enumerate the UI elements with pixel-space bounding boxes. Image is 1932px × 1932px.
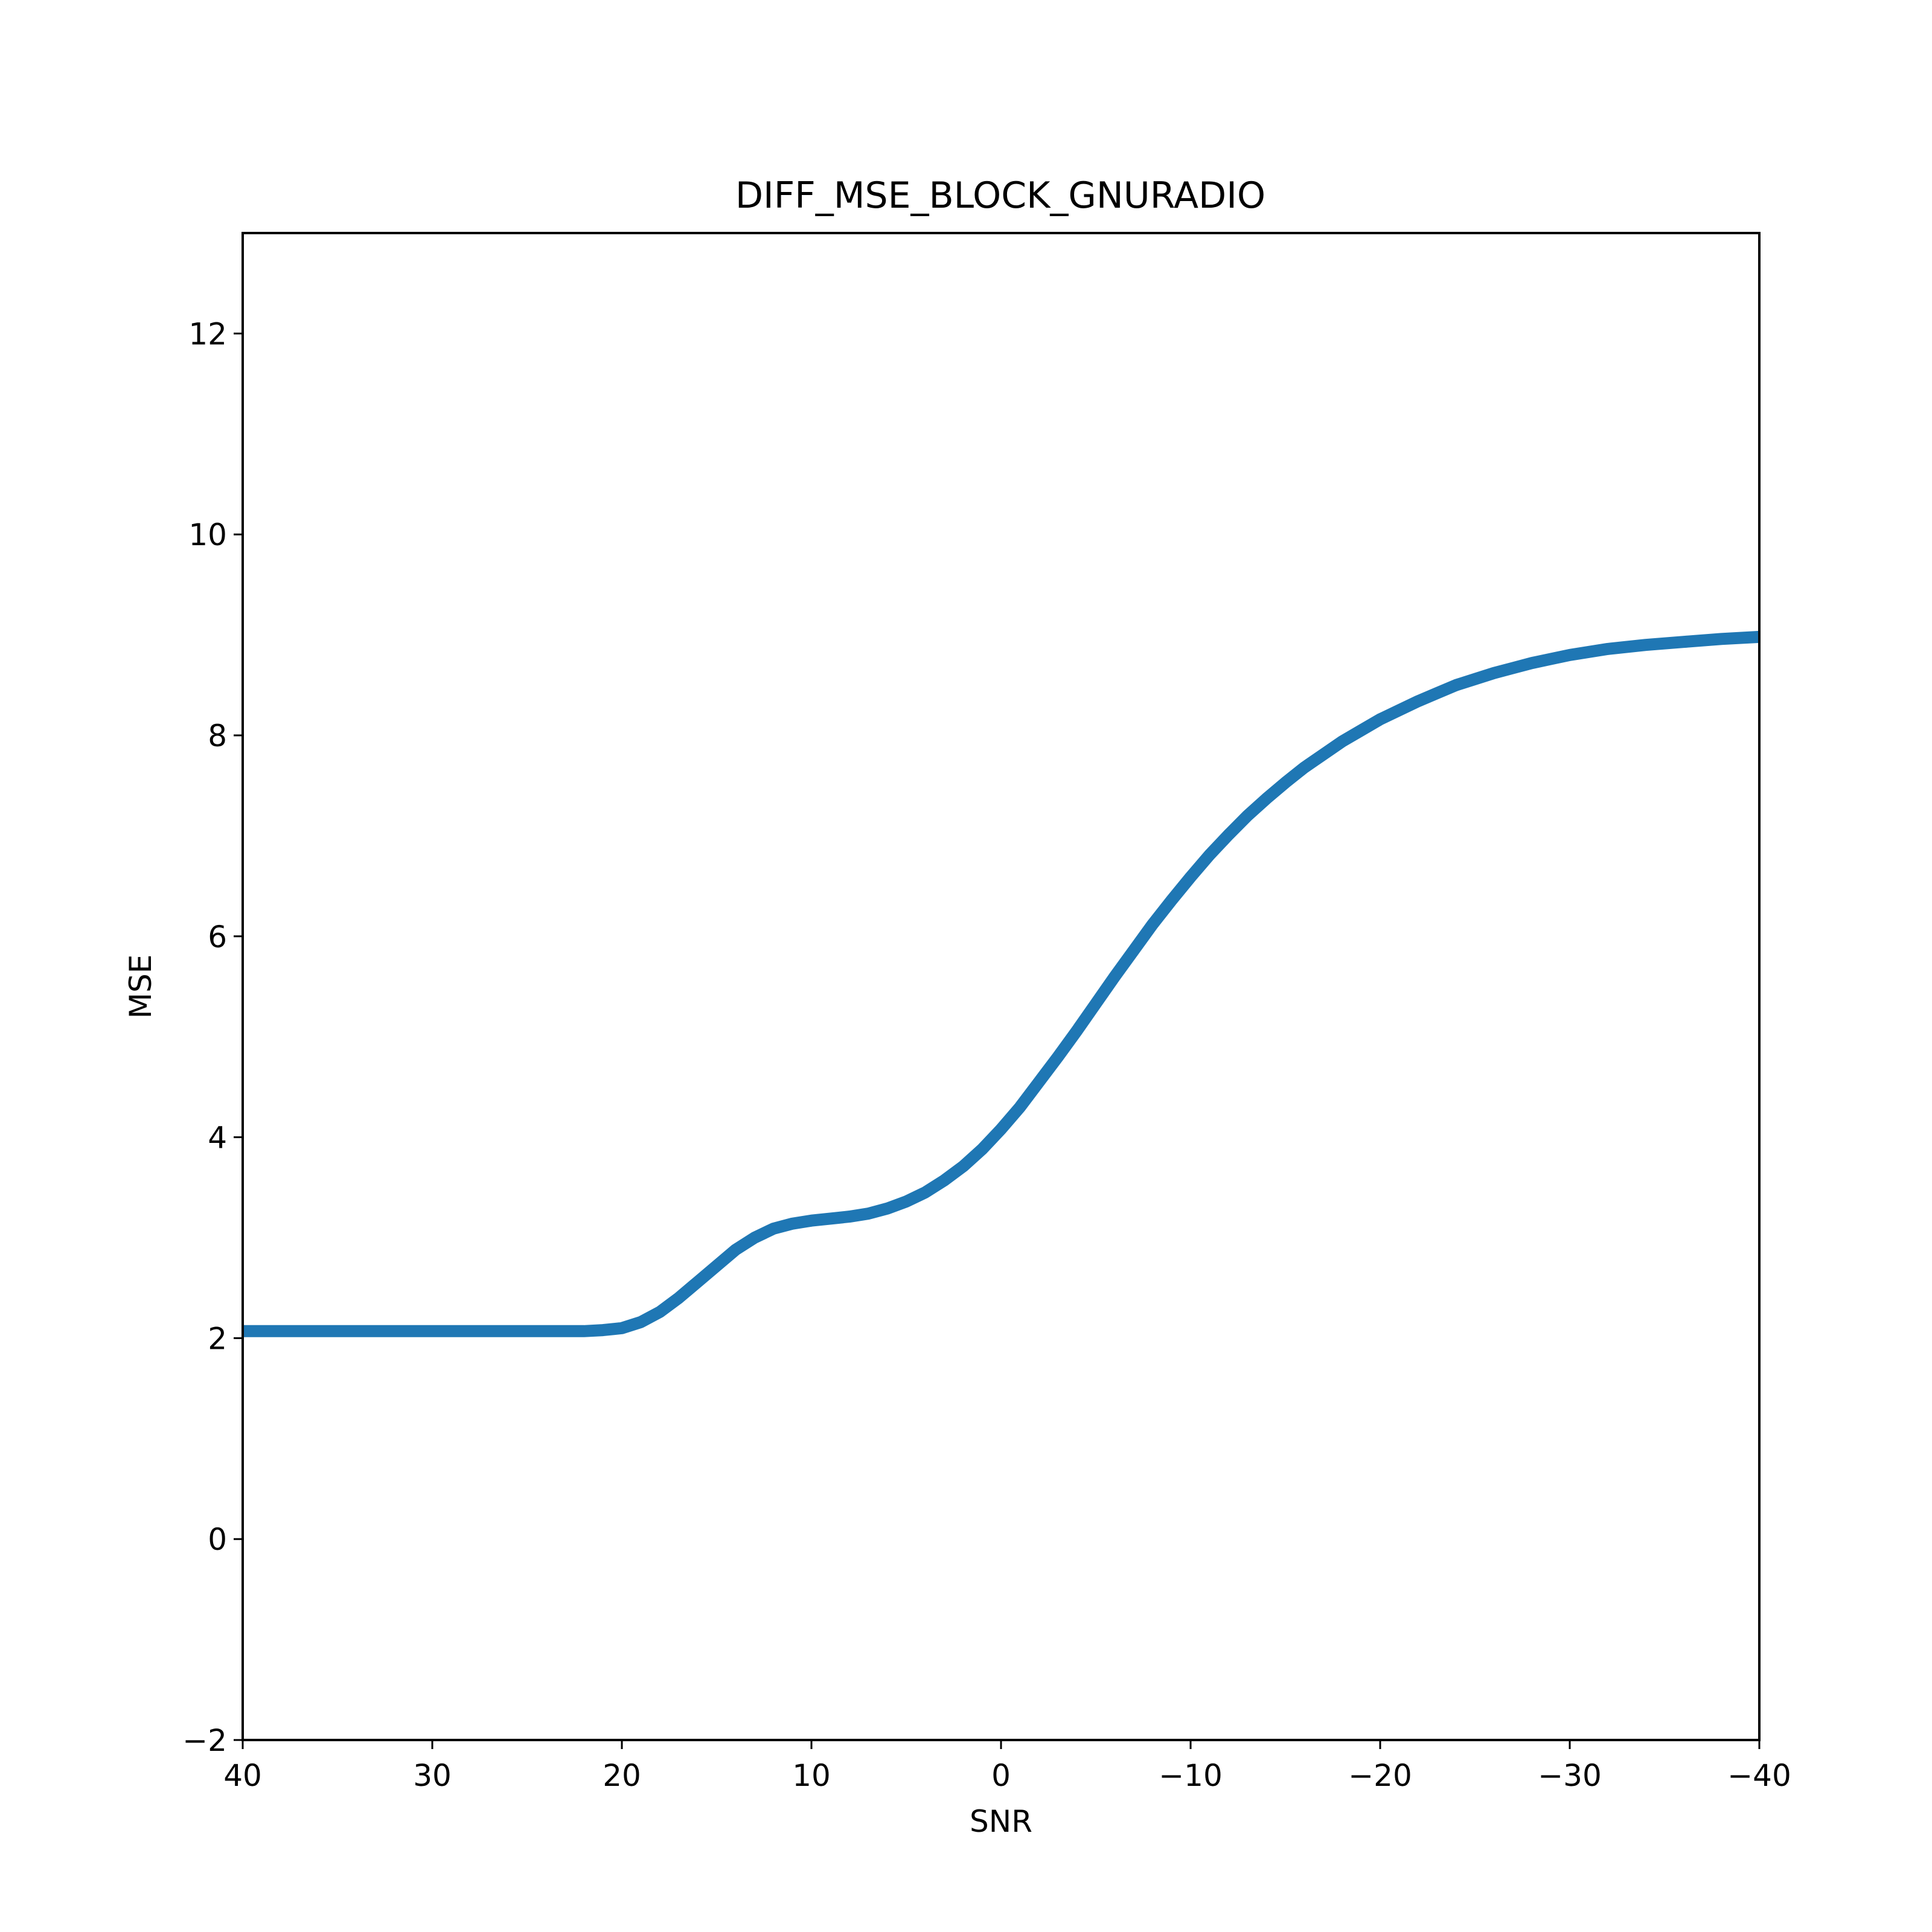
y-axis-ticks: −2 0 2 4 6 8 10 12 xyxy=(182,316,243,1758)
y-axis-label: MSE xyxy=(123,955,158,1019)
x-tick-label: 30 xyxy=(413,1758,452,1793)
y-tick-label: 2 xyxy=(208,1321,227,1356)
y-tick-label: 4 xyxy=(208,1121,227,1156)
x-axis-label: SNR xyxy=(970,1804,1032,1839)
chart-title: DIFF_MSE_BLOCK_GNURADIO xyxy=(735,174,1265,217)
y-tick-label: 0 xyxy=(208,1522,227,1557)
x-tick-label: 0 xyxy=(991,1758,1011,1793)
x-tick-label: −20 xyxy=(1348,1758,1412,1793)
y-tick-label: 12 xyxy=(188,316,227,351)
y-tick-label: 10 xyxy=(188,517,227,552)
x-tick-label: 20 xyxy=(603,1758,641,1793)
y-tick-label: 8 xyxy=(208,718,227,753)
x-tick-label: 40 xyxy=(223,1758,262,1793)
plot-frame xyxy=(242,232,1761,1741)
series-line xyxy=(243,630,1760,1337)
x-tick-label: −40 xyxy=(1727,1758,1791,1793)
y-tick-label: −2 xyxy=(182,1723,227,1758)
x-tick-label: −10 xyxy=(1159,1758,1223,1793)
x-tick-label: −30 xyxy=(1538,1758,1602,1793)
x-axis-ticks: 40 30 20 10 0 −10 −20 −30 −40 xyxy=(223,1740,1791,1793)
series-layer xyxy=(243,630,1760,1337)
y-tick-label: 6 xyxy=(208,920,227,955)
x-tick-label: 10 xyxy=(792,1758,831,1793)
